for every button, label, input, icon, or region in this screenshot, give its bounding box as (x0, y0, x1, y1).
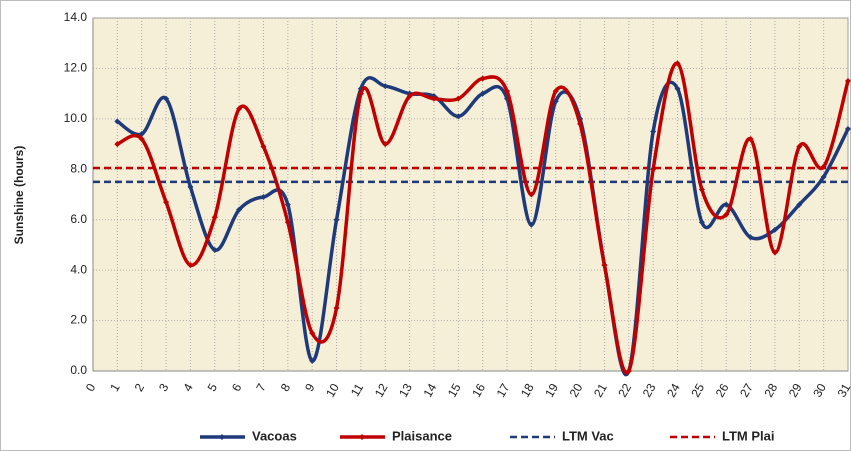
point-marker (382, 83, 389, 90)
point-marker (796, 201, 803, 208)
point-marker (820, 173, 827, 180)
point-marker (747, 136, 754, 143)
x-tick-label: 31 (835, 381, 851, 400)
point-marker (357, 90, 364, 97)
point-marker (577, 120, 584, 127)
x-tick-label: 15 (445, 381, 464, 400)
point-marker (674, 85, 681, 92)
x-tick-label: 12 (372, 381, 391, 400)
x-tick-label: 25 (688, 381, 707, 400)
point-marker (187, 262, 194, 269)
x-tick-label: 16 (469, 381, 488, 400)
point-marker (601, 262, 608, 269)
y-tick-label: 0.0 (70, 363, 87, 377)
point-marker (236, 105, 243, 112)
x-tick-label: 21 (591, 381, 610, 400)
point-marker (747, 234, 754, 241)
series-line (116, 76, 850, 377)
point-marker (163, 199, 170, 206)
y-tick-label: 4.0 (70, 262, 87, 276)
point-marker (771, 249, 778, 256)
point-marker (333, 216, 340, 223)
x-tick-label: 18 (518, 381, 537, 400)
x-tick-label: 30 (810, 381, 829, 400)
x-tick-label: 13 (396, 381, 415, 400)
legend-item: LTM Vac (510, 428, 614, 443)
point-marker (430, 95, 437, 102)
point-marker (163, 95, 170, 102)
point-marker (284, 201, 291, 208)
y-tick-label: 2.0 (70, 313, 87, 327)
x-tick-label: 22 (615, 381, 634, 400)
point-marker (236, 206, 243, 213)
point-marker (552, 88, 559, 95)
point-marker (284, 219, 291, 226)
x-tick-label: 23 (640, 381, 659, 400)
point-marker (528, 221, 535, 228)
x-tick-label: 10 (323, 381, 342, 400)
point-marker (674, 60, 681, 67)
legend-label: LTM Plai (722, 428, 774, 443)
point-marker (771, 226, 778, 233)
legend-label: Plaisance (392, 428, 452, 443)
x-tick-label: 29 (786, 381, 805, 400)
point-marker (114, 141, 121, 148)
point-marker (698, 219, 705, 226)
legend-marker (359, 434, 365, 440)
point-marker (455, 95, 462, 102)
x-tick-label: 14 (421, 381, 440, 400)
point-marker (723, 201, 730, 208)
y-axis-title: Sunshine (hours) (12, 146, 26, 245)
point-marker (625, 368, 632, 374)
point-marker (333, 304, 340, 311)
y-tick-label: 14.0 (64, 10, 88, 24)
point-marker (504, 88, 511, 95)
point-marker (845, 125, 851, 132)
point-marker (650, 128, 657, 135)
x-tick-label: 19 (542, 381, 561, 400)
point-marker (260, 194, 267, 201)
legend-item: LTM Plai (670, 428, 774, 443)
x-tick-label: 26 (713, 381, 732, 400)
y-tick-label: 6.0 (70, 212, 87, 226)
point-marker (211, 214, 218, 221)
point-marker (260, 143, 267, 150)
x-tick-label: 17 (494, 381, 513, 400)
legend-marker (219, 434, 225, 440)
y-tick-label: 10.0 (64, 111, 88, 125)
point-marker (187, 183, 194, 190)
legend-label: Vacoas (252, 428, 297, 443)
x-tick-label: 27 (737, 381, 756, 400)
point-marker (382, 141, 389, 148)
point-marker (406, 93, 413, 100)
legend-item: Vacoas (200, 428, 297, 443)
point-marker (820, 163, 827, 170)
x-tick-label: 20 (567, 381, 586, 400)
point-marker (698, 186, 705, 193)
point-marker (845, 78, 851, 85)
point-marker (211, 246, 218, 253)
point-marker (796, 143, 803, 150)
point-marker (309, 330, 316, 337)
point-marker (138, 136, 145, 143)
point-marker (528, 191, 535, 198)
point-marker (309, 357, 316, 364)
point-marker (479, 75, 486, 82)
y-tick-label: 12.0 (64, 61, 88, 75)
point-marker (455, 113, 462, 120)
y-tick-label: 8.0 (70, 161, 87, 175)
legend-item: Plaisance (340, 428, 452, 443)
point-marker (479, 90, 486, 97)
point-marker (114, 118, 121, 125)
x-tick-label: 24 (664, 381, 683, 400)
point-marker (723, 211, 730, 218)
x-tick-label: 28 (761, 381, 780, 400)
legend-label: LTM Vac (562, 428, 614, 443)
point-marker (650, 166, 657, 173)
